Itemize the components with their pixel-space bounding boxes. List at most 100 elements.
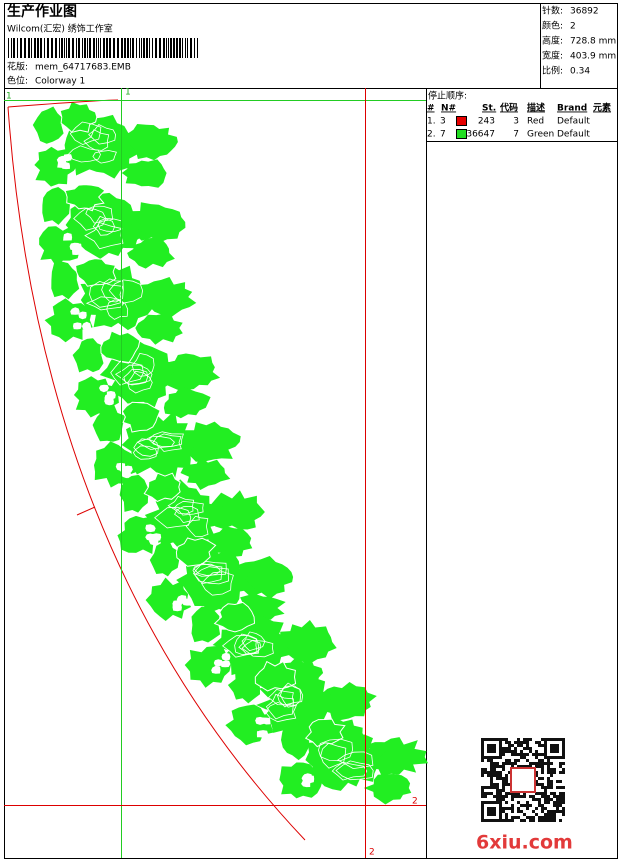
qr-cell xyxy=(517,807,520,810)
qr-cell xyxy=(553,813,556,816)
qr-cell xyxy=(532,753,535,756)
qr-cell xyxy=(550,747,553,750)
qr-cell xyxy=(505,813,508,816)
stat-value: 728.8 mm xyxy=(570,37,616,47)
qr-cell xyxy=(481,759,484,762)
qr-cell xyxy=(508,807,511,810)
qr-cell xyxy=(490,759,493,762)
qr-cell xyxy=(481,819,484,822)
qr-cell xyxy=(487,810,490,813)
qr-cell xyxy=(562,741,565,744)
qr-cell xyxy=(538,753,541,756)
qr-cell xyxy=(484,792,487,795)
bar-stripe xyxy=(185,38,186,58)
stat-label: 宽度: xyxy=(542,50,563,62)
qr-cell xyxy=(553,771,556,774)
stitch-texture xyxy=(201,571,234,596)
bar-stripe xyxy=(31,38,32,58)
bar-stripe xyxy=(11,38,12,58)
qr-cell xyxy=(490,780,493,783)
needle: 3 xyxy=(440,117,446,127)
bar-stripe xyxy=(78,38,80,58)
qr-cell xyxy=(541,768,544,771)
qr-cell xyxy=(538,816,541,819)
qr-cell xyxy=(505,816,508,819)
qr-cell xyxy=(514,750,517,753)
qr-cell xyxy=(511,753,514,756)
qr-cell xyxy=(544,819,547,822)
qr-cell xyxy=(481,807,484,810)
leaf xyxy=(281,723,310,761)
qr-cell xyxy=(520,744,523,747)
qr-cell xyxy=(505,738,508,741)
qr-cell xyxy=(499,798,502,801)
qr-cell xyxy=(547,801,550,804)
qr-cell xyxy=(559,801,562,804)
qr-cell xyxy=(553,792,556,795)
qr-cell xyxy=(523,804,526,807)
bar-stripe xyxy=(159,38,161,58)
qr-cell xyxy=(547,738,550,741)
qr-cell xyxy=(556,807,559,810)
qr-cell xyxy=(562,786,565,789)
qr-cell xyxy=(493,774,496,777)
qr-cell xyxy=(502,738,505,741)
qr-cell xyxy=(487,744,490,747)
qr-cell xyxy=(493,813,496,816)
qr-cell xyxy=(526,747,529,750)
qr-cell xyxy=(538,783,541,786)
stitch-texture xyxy=(97,217,122,233)
qr-cell xyxy=(529,738,532,741)
qr-cell xyxy=(544,744,547,747)
qr-cell xyxy=(544,747,547,750)
bar-stripe xyxy=(146,38,148,58)
bar-stripe xyxy=(59,38,60,58)
qr-cell xyxy=(484,756,487,759)
qr-cell xyxy=(517,816,520,819)
qr-cell xyxy=(481,816,484,819)
qr-cell xyxy=(481,771,484,774)
design-label: 花版: xyxy=(7,61,28,73)
qr-cell xyxy=(493,801,496,804)
qr-cell xyxy=(547,759,550,762)
qr-cell xyxy=(502,747,505,750)
stitch-texture xyxy=(114,364,153,385)
qr-cell xyxy=(523,795,526,798)
qr-cell xyxy=(562,771,565,774)
qr-cell xyxy=(559,786,562,789)
qr-cell xyxy=(502,768,505,771)
bar-stripe xyxy=(197,38,198,58)
qr-cell xyxy=(487,750,490,753)
qr-cell xyxy=(562,810,565,813)
stat-label: 比例: xyxy=(542,65,563,77)
cutwork xyxy=(145,524,156,533)
qr-cell xyxy=(517,792,520,795)
cutwork xyxy=(72,243,82,251)
bar-stripe xyxy=(72,38,74,58)
qr-cell xyxy=(553,744,556,747)
bar-stripe xyxy=(98,38,99,58)
qr-cell xyxy=(490,783,493,786)
qr-cell xyxy=(490,750,493,753)
colorway-label: 色位: xyxy=(7,75,28,87)
qr-cell xyxy=(520,765,523,768)
qr-cell xyxy=(553,747,556,750)
bar-stripe xyxy=(179,38,181,58)
bar-stripe xyxy=(149,38,150,58)
qr-cell xyxy=(559,792,562,795)
bud xyxy=(100,330,141,364)
qr-cell xyxy=(526,765,529,768)
qr-cell xyxy=(487,819,490,822)
qr-cell xyxy=(553,756,556,759)
qr-cell xyxy=(499,792,502,795)
bud xyxy=(121,401,161,433)
qr-cell xyxy=(538,801,541,804)
bar-stripe xyxy=(89,38,91,58)
qr-cell xyxy=(553,795,556,798)
column-header: # xyxy=(427,104,435,114)
bar-stripe xyxy=(124,38,126,58)
leaf xyxy=(92,403,125,442)
qr-cell xyxy=(487,786,490,789)
qr-cell xyxy=(550,786,553,789)
